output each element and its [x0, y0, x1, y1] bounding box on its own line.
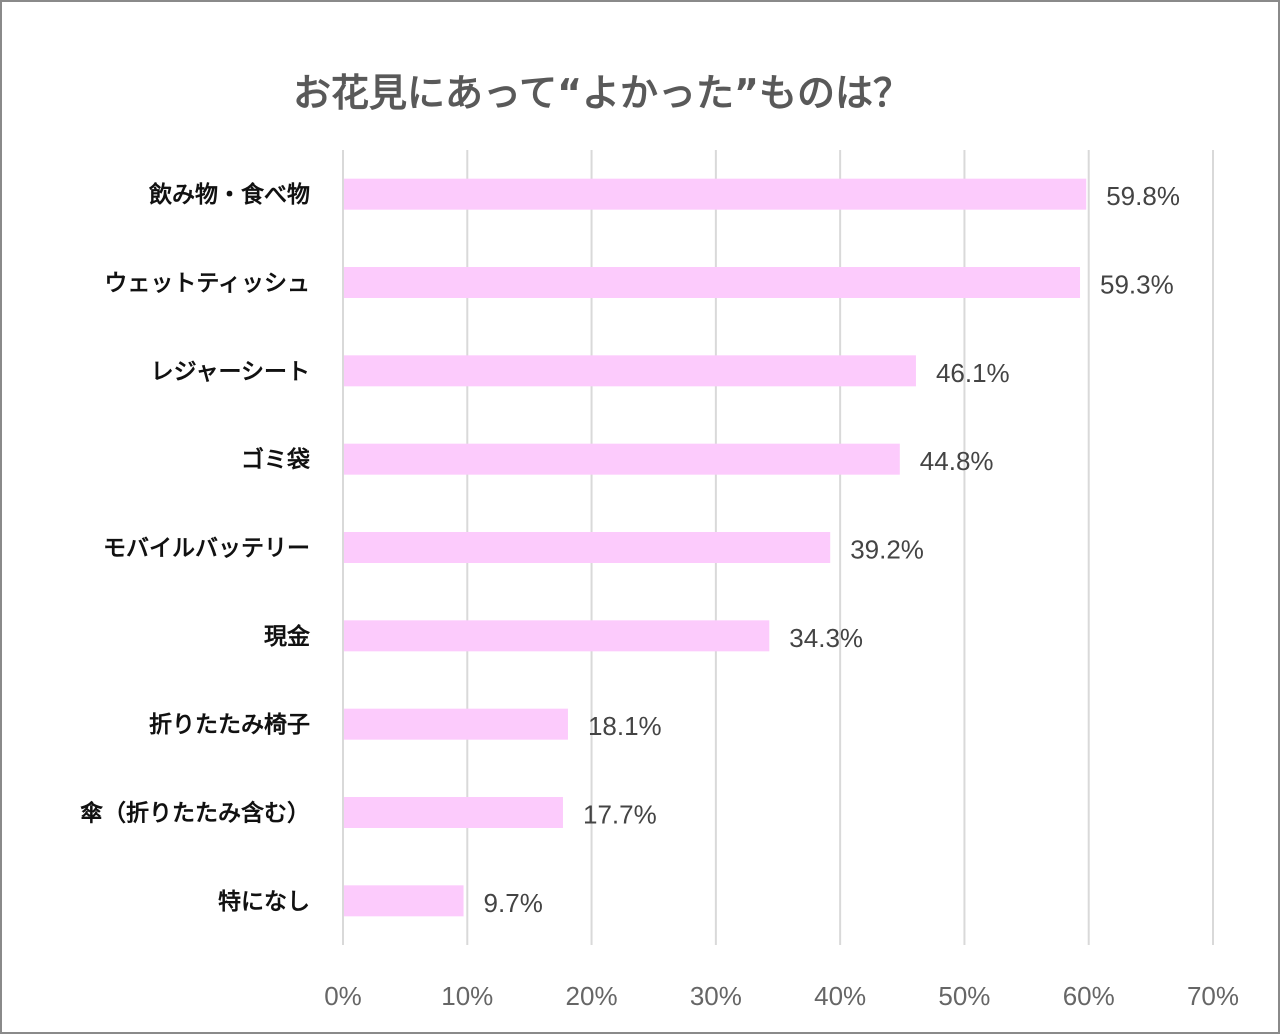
category-label: 傘（折りたたみ含む） — [80, 800, 310, 827]
bar — [344, 267, 1081, 298]
category-label: ウェットティッシュ — [104, 271, 310, 297]
category-label: 特になし — [218, 889, 310, 915]
chart-title: お花見にあって“よかった”ものは？ — [292, 71, 912, 115]
data-label: 59.3% — [1100, 270, 1174, 300]
data-label: 17.7% — [583, 800, 657, 830]
x-tick-label: 30% — [690, 981, 742, 1011]
category-label: モバイルバッテリー — [103, 536, 310, 562]
data-label: 44.8% — [920, 446, 994, 476]
data-label: 46.1% — [936, 358, 1010, 388]
x-tick-label: 60% — [1063, 981, 1115, 1011]
category-label: ゴミ袋 — [241, 446, 311, 473]
x-tick-label: 0% — [324, 981, 362, 1011]
bar — [344, 178, 1087, 210]
bar — [344, 620, 770, 652]
x-tick-label: 20% — [566, 981, 618, 1011]
data-label: 34.3% — [789, 623, 863, 653]
bar — [344, 443, 900, 475]
data-label: 9.7% — [484, 888, 543, 918]
bar — [344, 885, 464, 917]
bar — [344, 355, 916, 387]
bar — [344, 532, 831, 563]
data-label: 18.1% — [588, 711, 662, 741]
bar — [344, 708, 568, 740]
data-label: 59.8% — [1106, 181, 1180, 211]
category-label: 現金 — [264, 623, 311, 650]
x-tick-label: 40% — [814, 981, 866, 1011]
x-tick-label: 10% — [441, 981, 493, 1011]
data-label: 39.2% — [850, 535, 924, 565]
x-tick-label: 50% — [938, 981, 990, 1011]
bar — [344, 797, 563, 828]
category-label: 折りたたみ椅子 — [149, 712, 310, 738]
category-label: 飲み物・食べ物 — [148, 181, 310, 208]
category-label: レジャーシート — [151, 359, 310, 385]
x-tick-label: 70% — [1187, 981, 1239, 1011]
